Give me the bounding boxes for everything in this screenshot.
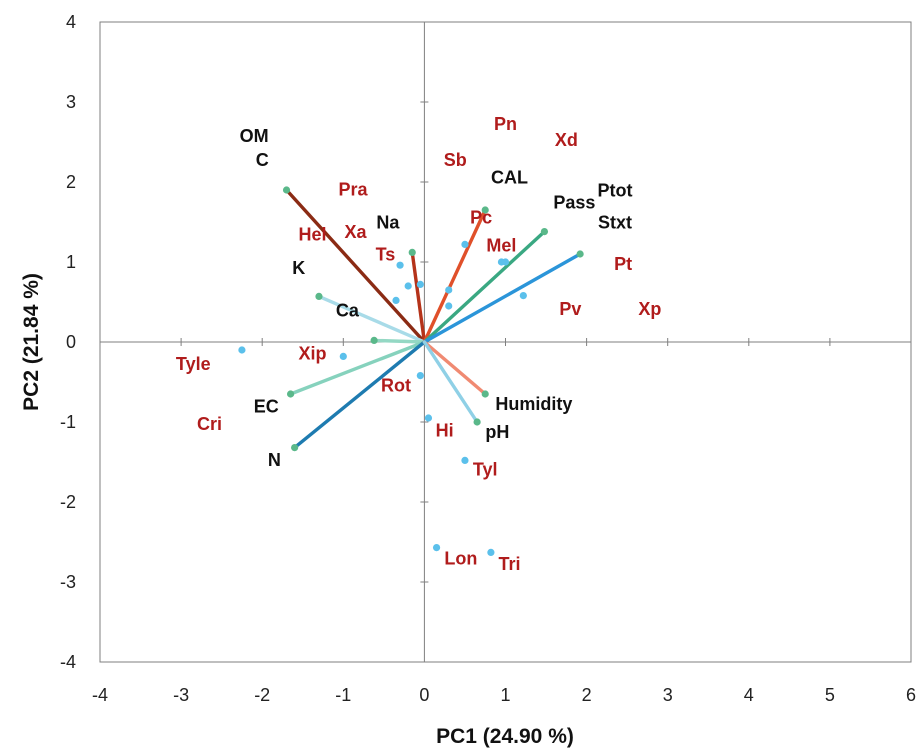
species-point-rot bbox=[416, 372, 424, 380]
species-label-hi: Hi bbox=[436, 420, 454, 440]
species-point-mel bbox=[445, 302, 453, 310]
x-tick-label: 4 bbox=[744, 685, 754, 705]
vector-ptot-stxt bbox=[422, 252, 582, 344]
variable-label-humidity: Humidity bbox=[495, 394, 572, 414]
species-label-rot: Rot bbox=[381, 376, 411, 396]
species-label-mel: Mel bbox=[486, 236, 516, 256]
species-label-lon: Lon bbox=[444, 548, 477, 568]
vector-tip-ca bbox=[370, 336, 378, 344]
species-point-pc bbox=[445, 286, 453, 294]
species-label-tyl: Tyl bbox=[473, 460, 498, 480]
x-tick-label: 2 bbox=[582, 685, 592, 705]
x-tick-label: 6 bbox=[906, 685, 916, 705]
x-tick-label: 5 bbox=[825, 685, 835, 705]
vectors-layer bbox=[282, 186, 584, 452]
x-tick-label: -4 bbox=[92, 685, 108, 705]
x-tick-label: 0 bbox=[419, 685, 429, 705]
variable-label-ec: EC bbox=[254, 396, 279, 416]
x-tick-label: -3 bbox=[173, 685, 189, 705]
species-label-pv: Pv bbox=[559, 299, 581, 319]
vector-na bbox=[410, 250, 427, 344]
variable-label-ptot: Ptot bbox=[597, 180, 632, 200]
variable-label-na: Na bbox=[376, 212, 400, 232]
y-tick-label: -3 bbox=[60, 572, 76, 592]
species-point-hel bbox=[404, 282, 412, 290]
y-tick-label: -1 bbox=[60, 412, 76, 432]
species-point-xd bbox=[501, 258, 510, 266]
x-tick-label: -2 bbox=[254, 685, 270, 705]
vector-n bbox=[292, 340, 427, 450]
species-label-xip: Xip bbox=[298, 344, 326, 364]
species-label-pra: Pra bbox=[339, 180, 369, 200]
species-point-tyle bbox=[238, 346, 246, 354]
species-label-hel: Hel bbox=[298, 224, 326, 244]
vector-tip-cal bbox=[481, 206, 489, 214]
vector-humidity bbox=[422, 340, 487, 396]
species-label-pc: Pc bbox=[470, 208, 492, 228]
species-point-tri bbox=[487, 548, 495, 557]
y-axis-title: PC2 (21.84 %) bbox=[20, 273, 43, 411]
x-tick-label: -1 bbox=[335, 685, 351, 705]
species-label-xa: Xa bbox=[344, 222, 367, 242]
vector-tip-ptot-stxt bbox=[576, 250, 584, 258]
species-label-tyle: Tyle bbox=[176, 354, 211, 374]
vector-tip-humidity bbox=[481, 390, 489, 398]
y-tick-label: -2 bbox=[60, 492, 76, 512]
species-label-pt: Pt bbox=[614, 254, 632, 274]
vector-cal bbox=[422, 208, 487, 344]
x-axis-title: PC1 (24.90 %) bbox=[436, 725, 574, 748]
species-point-lon bbox=[432, 544, 441, 552]
y-tick-label: 2 bbox=[66, 172, 76, 192]
vector-tip-pass bbox=[540, 228, 549, 236]
x-tick-label: 1 bbox=[500, 685, 510, 705]
species-label-cri: Cri bbox=[197, 414, 222, 434]
variable-label-k: K bbox=[292, 258, 305, 278]
species-label-ts: Ts bbox=[376, 244, 396, 264]
species-label-pn: Pn bbox=[494, 114, 517, 134]
vector-ec bbox=[288, 340, 427, 396]
y-tick-label: 0 bbox=[66, 332, 76, 352]
vector-k bbox=[317, 294, 427, 344]
species-label-xd: Xd bbox=[555, 130, 578, 150]
variable-label-n: N bbox=[268, 450, 281, 470]
y-tick-label: 4 bbox=[66, 12, 76, 32]
species-point-xa bbox=[392, 296, 400, 304]
vector-tip-k bbox=[315, 292, 323, 300]
vector-tip-n bbox=[291, 444, 299, 452]
y-tick-label: 3 bbox=[66, 92, 76, 112]
vector-tip-na bbox=[408, 248, 416, 256]
y-tick-label: 1 bbox=[66, 252, 76, 272]
species-point-tyl bbox=[461, 456, 469, 464]
vector-tip-ec bbox=[286, 390, 295, 398]
species-label-tri: Tri bbox=[499, 554, 521, 574]
species-point-pv bbox=[519, 292, 527, 300]
vector-ph bbox=[422, 340, 479, 424]
y-tick-label: -4 bbox=[60, 652, 76, 672]
species-point-hi bbox=[424, 414, 433, 422]
ticks-layer: -4 -3 -2 -1 0 1 2 3 4 5 6 4 3 2 1 0 -1 -2 -3 -4 bbox=[60, 12, 916, 705]
variable-label-ca: Ca bbox=[336, 300, 360, 320]
species-point-ts bbox=[396, 261, 404, 269]
vector-pass bbox=[422, 229, 547, 344]
variable-label-pass: Pass bbox=[553, 192, 595, 212]
species-point-xip bbox=[339, 352, 347, 360]
variable-label-stxt: Stxt bbox=[598, 212, 632, 232]
species-point-sb bbox=[461, 240, 469, 248]
vector-ca bbox=[372, 338, 427, 344]
species-label-xp: Xp bbox=[638, 299, 661, 319]
variable-label-c: C bbox=[256, 150, 269, 170]
variable-label-om: OM bbox=[240, 126, 269, 146]
vector-tip-om-c bbox=[282, 186, 291, 194]
species-point-pra bbox=[416, 280, 424, 288]
vector-tip-ph bbox=[473, 418, 481, 426]
variable-label-ph: pH bbox=[485, 422, 509, 442]
variable-label-cal: CAL bbox=[491, 168, 528, 188]
x-tick-label: 3 bbox=[663, 685, 673, 705]
points-layer bbox=[238, 240, 527, 557]
vector-om-c bbox=[284, 188, 427, 344]
species-label-sb: Sb bbox=[444, 150, 467, 170]
